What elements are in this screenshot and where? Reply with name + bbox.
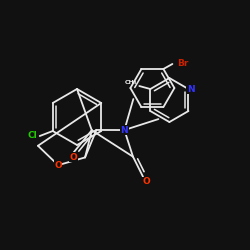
Text: CH₃: CH₃ <box>125 80 138 84</box>
Text: O: O <box>70 153 78 162</box>
Text: O: O <box>142 177 150 186</box>
Text: N: N <box>120 126 128 134</box>
Text: O: O <box>54 161 62 170</box>
Text: N: N <box>187 84 194 94</box>
Text: Br: Br <box>177 60 188 68</box>
Text: Cl: Cl <box>28 132 38 140</box>
